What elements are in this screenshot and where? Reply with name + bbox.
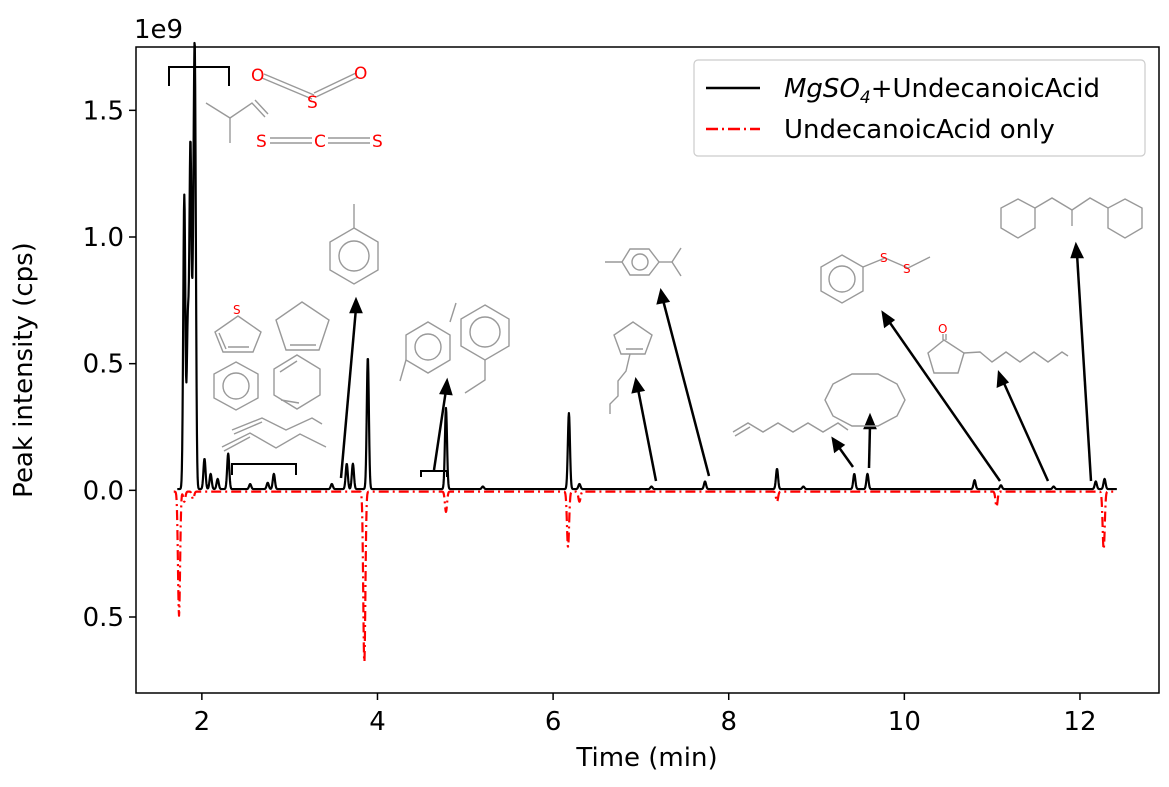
arrowhead <box>863 412 877 430</box>
x-tick-label: 8 <box>720 707 737 737</box>
arrowhead <box>996 369 1010 388</box>
arrow-cyclododecene <box>867 424 872 469</box>
svg-text:S: S <box>372 132 383 152</box>
x-tick-label: 2 <box>194 707 211 737</box>
arrowhead <box>1070 241 1085 259</box>
molecule-cyclododecene <box>824 373 906 427</box>
molecule-dicyclohexylpropane <box>1000 197 1143 239</box>
arrow-cyclopentanone <box>1001 380 1050 482</box>
plot-frame <box>135 46 1160 694</box>
molecule-cyclopentanone: O <box>927 322 1069 374</box>
arrowhead <box>631 377 646 394</box>
arrow-toluene <box>339 307 358 479</box>
molecule-cyclohexadiene <box>273 354 321 410</box>
molecule-ethylbenzene <box>460 304 510 394</box>
molecule-isoprene <box>205 99 269 143</box>
svg-text:S: S <box>233 303 241 317</box>
y-tick-label: 1.0 <box>83 223 124 253</box>
molecule-so2: O S O <box>251 64 367 113</box>
y-tick-label: 0.5 <box>83 603 124 633</box>
x-ticks: 2 4 6 8 10 12 <box>194 693 1097 737</box>
molecule-benzene <box>213 361 259 411</box>
x-tick-label: 4 <box>369 707 386 737</box>
x-tick-label: 10 <box>888 707 921 737</box>
svg-text:S: S <box>880 251 888 265</box>
series-line-undecanoic-only <box>173 490 1118 663</box>
arrow-cyclopentene-hexyl <box>636 388 658 482</box>
series-line-mgso4 <box>176 41 1118 491</box>
arrowhead <box>881 310 896 329</box>
annotation-arrows <box>339 241 1093 482</box>
x-axis-label: Time (min) <box>575 743 717 773</box>
series-layer <box>173 41 1118 663</box>
y-tick-label: 0.5 <box>83 350 124 380</box>
arrowhead <box>349 296 363 314</box>
molecule-disulfide: S S <box>820 251 931 304</box>
legend-box <box>693 59 1146 157</box>
arrow-disulfide <box>886 319 1002 482</box>
molecule-thiophene: S <box>214 303 262 353</box>
y-ticks: 0.5 0.0 0.5 1.0 1.5 <box>83 96 136 633</box>
y-tick-label: 1.5 <box>83 96 124 126</box>
svg-text:O: O <box>938 322 947 336</box>
arrowhead <box>656 288 671 305</box>
molecule-hexadiene <box>221 417 327 452</box>
legend: MgSO4+UndecanoicAcid UndecanoicAcid only <box>693 59 1146 157</box>
y-axis-label: Peak intensity (cps) <box>9 242 39 498</box>
bracket-small <box>420 470 448 477</box>
molecule-undecene <box>732 422 849 437</box>
svg-text:S: S <box>256 132 267 152</box>
molecule-cs2: S C S <box>256 132 383 152</box>
annotation-brackets <box>168 66 448 477</box>
arrowhead <box>831 436 846 454</box>
legend-label-mgso4: MgSO4+UndecanoicAcid <box>784 74 1100 108</box>
molecule-xylene <box>399 302 457 382</box>
arrow-xylene <box>432 389 448 471</box>
bracket-mid <box>231 463 297 475</box>
legend-label-undecanoic: UndecanoicAcid only <box>784 115 1055 145</box>
x-tick-label: 12 <box>1063 707 1096 737</box>
y-tick-label: 0.0 <box>83 476 124 506</box>
arrow-undecene <box>836 445 855 468</box>
y-offset-label: 1e9 <box>134 15 183 45</box>
svg-text:O: O <box>354 64 367 84</box>
molecule-cyclopentene <box>275 301 330 351</box>
molecule-cyclopentene-hexyl <box>609 321 653 414</box>
molecule-toluene <box>329 204 379 285</box>
svg-text:S: S <box>307 93 318 113</box>
arrowhead <box>439 377 453 396</box>
svg-text:C: C <box>314 132 326 152</box>
svg-text:S: S <box>903 262 911 276</box>
x-tick-label: 6 <box>545 707 562 737</box>
bracket-top <box>168 66 230 86</box>
molecule-cymene <box>605 247 682 277</box>
arrow-cymene <box>661 299 711 477</box>
arrow-dicyclohexylpropane <box>1075 253 1093 482</box>
svg-text:O: O <box>251 66 264 86</box>
